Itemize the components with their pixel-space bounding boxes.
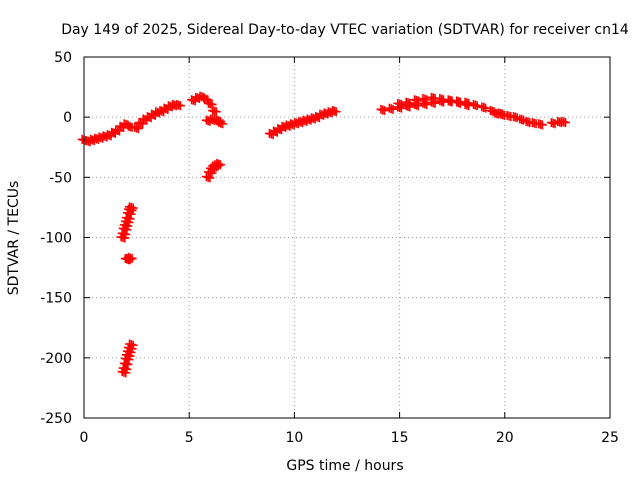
x-tick-labels: 0 5 10 15 20 25 xyxy=(80,430,619,446)
x-tick-label: 20 xyxy=(496,430,514,446)
data-point xyxy=(127,254,137,264)
series-arc-10 xyxy=(264,106,341,140)
series-arc-6 xyxy=(163,100,185,112)
y-axis-label: SDTVAR / TECUs xyxy=(6,181,22,296)
series-arc-8 xyxy=(201,114,228,129)
data-point xyxy=(481,103,491,113)
y-tick-labels: 50 0 -50 -100 -150 -200 -250 xyxy=(40,50,72,427)
data-point xyxy=(405,98,415,108)
series-arc-9 xyxy=(201,158,225,183)
data-point xyxy=(218,119,228,129)
y-tick-label: -100 xyxy=(40,231,72,247)
data-point xyxy=(211,107,221,117)
data-point xyxy=(472,101,482,111)
data-point xyxy=(380,106,390,116)
series-arc-3 xyxy=(120,252,137,265)
data-point xyxy=(388,104,398,114)
y-tick-label: 0 xyxy=(63,110,72,126)
y-tick-label: 50 xyxy=(54,50,72,66)
data-point xyxy=(561,118,571,128)
data-point xyxy=(396,100,406,110)
data-point xyxy=(128,203,138,213)
y-tick-label: -50 xyxy=(49,170,72,186)
series-arc-14 xyxy=(546,116,571,129)
data-point xyxy=(464,101,474,111)
data-point xyxy=(331,107,341,117)
x-tick-label: 25 xyxy=(601,430,619,446)
data-point xyxy=(537,120,547,130)
series-arc-13 xyxy=(490,108,547,130)
plot-frame xyxy=(83,56,611,419)
y-tick-label: -150 xyxy=(40,291,72,307)
series-arc-5 xyxy=(130,103,173,134)
x-tick-label: 0 xyxy=(80,430,89,446)
data-point xyxy=(455,98,465,108)
y-tick-label: -200 xyxy=(40,351,72,367)
data-points xyxy=(77,91,571,378)
series-arc-12 xyxy=(393,92,474,111)
x-tick-label: 15 xyxy=(391,430,409,446)
x-tick-label: 5 xyxy=(185,430,194,446)
y-tick-label: -250 xyxy=(40,411,72,427)
chart-title: Day 149 of 2025, Sidereal Day-to-day VTE… xyxy=(61,22,629,38)
data-point xyxy=(413,96,423,106)
data-point xyxy=(422,95,432,105)
data-point xyxy=(175,101,185,111)
data-point xyxy=(215,160,225,170)
data-point xyxy=(128,340,138,350)
series-arc-2 xyxy=(116,202,138,243)
data-point xyxy=(447,96,457,106)
x-axis-label: GPS time / hours xyxy=(286,458,403,474)
series-arc-4 xyxy=(117,339,138,378)
x-tick-label: 10 xyxy=(285,430,303,446)
